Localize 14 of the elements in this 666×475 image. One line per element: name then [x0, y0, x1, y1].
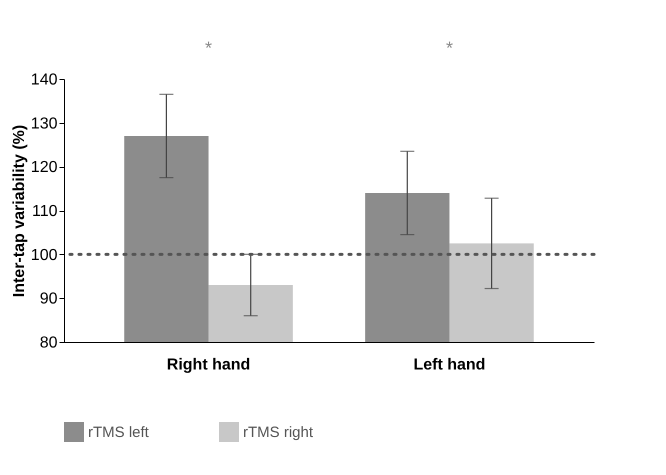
text: * — [446, 38, 453, 58]
y-tick-label: 130 — [30, 115, 58, 132]
legend-label: rTMS left — [88, 424, 150, 441]
y-tick-label: 100 — [30, 246, 58, 264]
y-axis-title: Inter-tap variability (%) — [10, 124, 28, 298]
y-tick-label: 120 — [30, 159, 58, 176]
y-tick-label: 80 — [40, 334, 58, 352]
x-tick-label: Right hand — [166, 356, 250, 374]
y-tick-label: 90 — [40, 290, 58, 308]
text: * — [205, 38, 212, 58]
legend-label: rTMS right — [243, 424, 314, 441]
x-tick-label: Left hand — [413, 356, 486, 374]
y-tick-label: 110 — [32, 203, 58, 220]
y-tick-label: 140 — [30, 72, 58, 88]
